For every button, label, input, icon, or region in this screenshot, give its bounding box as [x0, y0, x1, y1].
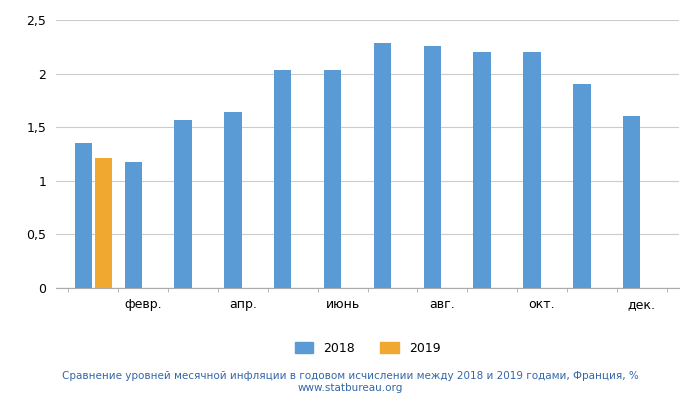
Bar: [174, 120, 192, 288]
Bar: [573, 84, 591, 288]
Bar: [125, 162, 142, 288]
Bar: [524, 52, 540, 288]
Bar: [473, 52, 491, 288]
Text: Сравнение уровней месячной инфляции в годовом исчислении между 2018 и 2019 годам: Сравнение уровней месячной инфляции в го…: [62, 371, 638, 381]
Bar: [424, 46, 441, 288]
Bar: [75, 143, 92, 288]
Bar: [324, 70, 342, 288]
Bar: [274, 70, 291, 288]
Legend: 2018, 2019: 2018, 2019: [290, 337, 445, 360]
Bar: [94, 158, 112, 288]
Bar: [623, 116, 640, 288]
Text: www.statbureau.org: www.statbureau.org: [298, 383, 402, 393]
Bar: [224, 112, 241, 288]
Bar: [374, 42, 391, 288]
